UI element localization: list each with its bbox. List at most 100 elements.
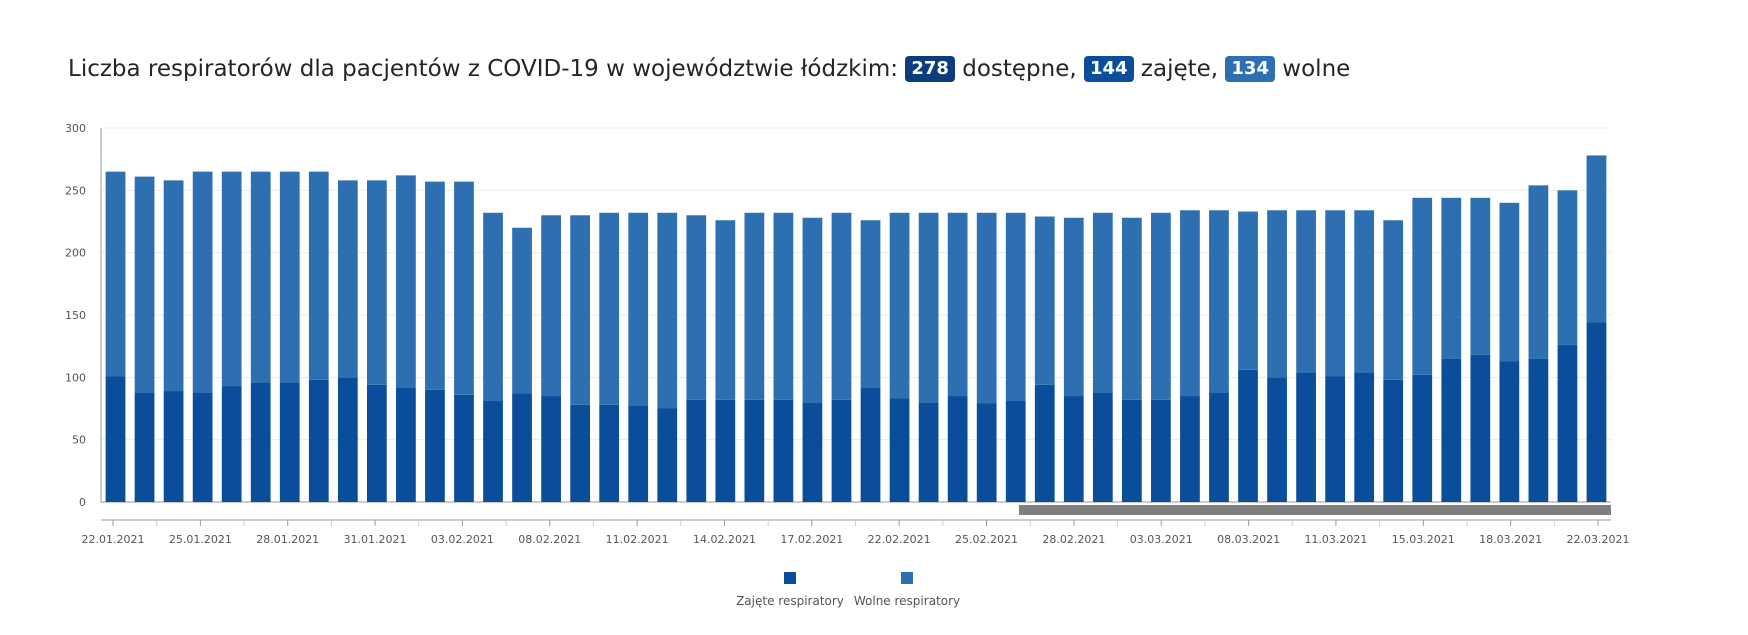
bar-free [512, 227, 532, 394]
x-tick-label: 03.02.2021 [431, 533, 494, 546]
legend-swatch-occupied [784, 572, 796, 584]
bar-free [599, 212, 620, 405]
bar-occupied [1238, 369, 1258, 502]
bar-occupied [918, 402, 939, 502]
bar-free [221, 171, 242, 387]
bar-occupied [454, 394, 474, 502]
bar-occupied [1499, 361, 1520, 502]
bar-free [483, 212, 503, 402]
bar-free [860, 220, 881, 388]
legend-item-occupied[interactable]: Zajęte respiratory [720, 572, 860, 608]
bar-free [454, 181, 474, 395]
bar-occupied [1063, 396, 1084, 502]
bar-occupied [802, 402, 823, 502]
bar-free [105, 171, 126, 377]
bar-free [1499, 202, 1520, 362]
bar-occupied [628, 406, 649, 502]
bar-occupied [889, 398, 910, 502]
bar-free [1586, 155, 1607, 323]
y-tick-label: 150 [65, 309, 86, 322]
bar-occupied [308, 379, 329, 502]
x-tick-label: 22.03.2021 [1567, 533, 1630, 546]
bar-free [1267, 210, 1287, 378]
bar-occupied [599, 404, 620, 502]
x-tick-label: 08.02.2021 [518, 533, 581, 546]
bar-occupied [366, 384, 387, 502]
y-tick-label: 200 [65, 247, 86, 260]
bar-free [802, 217, 823, 403]
bar-occupied [1383, 379, 1404, 502]
bar-free [1441, 197, 1462, 359]
x-tick-label: 25.01.2021 [169, 533, 232, 546]
bar-occupied [1586, 322, 1607, 502]
bar-occupied [1180, 396, 1200, 502]
bar-occupied [1121, 399, 1142, 502]
bar-occupied [250, 382, 271, 502]
bar-free [744, 212, 765, 400]
legend-label-occupied: Zajęte respiratory [736, 594, 844, 608]
bar-occupied [1354, 372, 1375, 502]
x-tick-label: 25.02.2021 [955, 533, 1018, 546]
bar-occupied [715, 399, 736, 502]
bar-occupied [541, 396, 561, 502]
x-tick-label: 28.02.2021 [1042, 533, 1105, 546]
y-tick-label: 300 [65, 122, 86, 135]
title-prefix: Liczba respiratorów dla pacjentów z COVI… [68, 56, 899, 82]
bar-occupied [134, 392, 155, 502]
bar-free [366, 180, 387, 385]
bar-occupied [105, 376, 126, 502]
legend-item-free[interactable]: Wolne respiratory [837, 572, 977, 608]
bar-free [1383, 220, 1404, 380]
bar-occupied [396, 387, 416, 502]
bar-free [425, 181, 445, 390]
bar-occupied [1441, 358, 1462, 502]
x-tick-label: 11.03.2021 [1304, 533, 1367, 546]
bar-free [163, 180, 184, 392]
x-tick-label: 17.02.2021 [780, 533, 843, 546]
bar-free [192, 171, 213, 393]
available-label: dostępne, [962, 56, 1077, 82]
bar-free [715, 220, 736, 400]
bar-occupied [1296, 372, 1316, 502]
bar-occupied [1470, 354, 1491, 502]
chart-scrollbar[interactable] [1019, 505, 1611, 515]
bar-occupied [337, 377, 358, 502]
x-tick-label: 08.03.2021 [1217, 533, 1280, 546]
bar-free [1092, 212, 1113, 393]
x-tick-label: 15.03.2021 [1392, 533, 1455, 546]
occupied-count-badge: 144 [1084, 56, 1134, 82]
y-tick-label: 100 [65, 371, 86, 384]
bar-occupied [163, 391, 184, 502]
x-tick-label: 14.02.2021 [693, 533, 756, 546]
bar-free [396, 175, 416, 388]
bar-free [628, 212, 649, 407]
bar-occupied [1092, 392, 1113, 502]
bar-free [1296, 210, 1316, 373]
legend-label-free: Wolne respiratory [853, 594, 961, 608]
x-tick-label: 28.01.2021 [256, 533, 319, 546]
bar-free [337, 180, 358, 378]
bar-free [1034, 216, 1055, 385]
bar-free [1180, 210, 1200, 397]
bar-occupied [483, 401, 503, 502]
bar-occupied [831, 399, 852, 502]
bar-occupied [570, 404, 591, 502]
bar-free [1412, 197, 1433, 375]
bar-occupied [1557, 344, 1578, 502]
bar-free [686, 215, 707, 400]
bar-free [1528, 185, 1549, 359]
bar-free [1325, 210, 1346, 377]
available-count-badge: 278 [905, 56, 955, 82]
bar-occupied [425, 389, 445, 502]
occupied-label: zajęte, [1140, 56, 1219, 82]
y-tick-label: 250 [65, 184, 86, 197]
bar-occupied [860, 387, 881, 502]
bar-free [1354, 210, 1375, 373]
bar-free [947, 212, 968, 397]
bar-occupied [657, 408, 678, 502]
bar-occupied [221, 386, 242, 502]
bar-free [1470, 197, 1491, 355]
bar-free [1151, 212, 1171, 400]
x-tick-label: 31.01.2021 [344, 533, 407, 546]
bar-free [570, 215, 591, 405]
